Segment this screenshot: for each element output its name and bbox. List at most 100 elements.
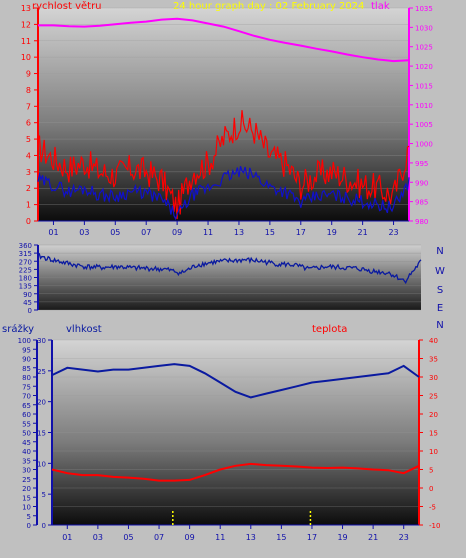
pressure-axis-tick-label: 1020 bbox=[415, 63, 433, 71]
x-axis-tick-label: 11 bbox=[215, 533, 225, 542]
x-axis-tick-label: 17 bbox=[296, 228, 306, 237]
rain-axis-tick-label: 55 bbox=[22, 420, 31, 428]
x-axis-tick-label: 09 bbox=[185, 533, 195, 542]
rain-axis-tick-label: 65 bbox=[22, 402, 31, 410]
direction-axis-tick-label: 90 bbox=[23, 291, 32, 299]
wind-axis-tick-label: 4 bbox=[26, 151, 31, 160]
wind-average-line bbox=[37, 166, 410, 221]
rain-axis-tick-label: 0 bbox=[27, 522, 31, 530]
wind-speed-axis-title: rychlost větru bbox=[32, 0, 102, 12]
wind-axis-tick-label: 9 bbox=[26, 70, 31, 79]
compass-label: S bbox=[437, 285, 443, 296]
rain-axis-tick-label: 10 bbox=[22, 504, 31, 512]
x-axis-tick-label: 21 bbox=[358, 228, 368, 237]
x-axis-tick-label: 15 bbox=[276, 533, 286, 542]
rain-axis-tick-label: 15 bbox=[22, 494, 31, 502]
direction-axis-tick-label: 180 bbox=[19, 275, 32, 283]
direction-axis-tick-label: 225 bbox=[19, 266, 32, 274]
x-axis-tick-label: 05 bbox=[123, 533, 133, 542]
x-axis-tick-label: 03 bbox=[79, 228, 89, 237]
rain-axis-tick-label: 70 bbox=[22, 393, 31, 401]
temperature-axis-tick-label: 15 bbox=[429, 430, 438, 438]
x-axis-tick-label: 19 bbox=[327, 228, 337, 237]
x-axis-tick-label: 13 bbox=[246, 533, 256, 542]
pressure-axis-tick-label: 1015 bbox=[415, 82, 433, 90]
wind-pressure-plot-area bbox=[38, 8, 409, 221]
rain-axis-tick-label: 40 bbox=[22, 448, 31, 456]
direction-axis-tick-label: 45 bbox=[23, 299, 32, 307]
humidity-axis-title: vlhkost bbox=[66, 324, 102, 335]
temperature-axis-tick-label: 10 bbox=[429, 448, 438, 456]
wind-axis-tick-label: 3 bbox=[26, 168, 31, 177]
temperature-axis-tick-label: 30 bbox=[429, 374, 438, 382]
humidity-axis-tick-label: 30 bbox=[37, 337, 46, 345]
rain-axis-tick-label: 45 bbox=[22, 439, 31, 447]
wind-axis-tick-label: 10 bbox=[21, 53, 31, 62]
rain-axis-tick-label: 80 bbox=[22, 374, 31, 382]
temperature-axis-tick-label: 5 bbox=[429, 467, 433, 475]
wind-axis-tick-label: 2 bbox=[26, 184, 31, 193]
pressure-axis-tick-label: 980 bbox=[415, 218, 428, 226]
humidity-axis-tick-label: 10 bbox=[37, 460, 46, 468]
pressure-axis-tick-label: 1030 bbox=[415, 24, 433, 32]
wind-axis-tick-label: 12 bbox=[21, 20, 31, 29]
rain-axis-tick-label: 5 bbox=[27, 513, 31, 521]
compass-label: W bbox=[435, 266, 445, 277]
x-axis-tick-label: 17 bbox=[307, 533, 317, 542]
pressure-axis-tick-label: 1035 bbox=[415, 5, 433, 13]
temperature-axis-tick-label: 20 bbox=[429, 411, 438, 419]
rain-axis-tick-label: 25 bbox=[22, 476, 31, 484]
compass-label: E bbox=[437, 303, 443, 314]
pressure-axis-tick-label: 1005 bbox=[415, 121, 433, 129]
x-axis-tick-label: 15 bbox=[265, 228, 275, 237]
rain-axis-tick-label: 35 bbox=[22, 457, 31, 465]
x-axis-tick-label: 01 bbox=[48, 228, 58, 237]
compass-label: N bbox=[436, 246, 443, 257]
wind-axis-tick-label: 6 bbox=[26, 119, 31, 128]
wind-axis-tick-label: 1 bbox=[26, 201, 31, 210]
direction-axis-tick-label: 360 bbox=[19, 242, 32, 250]
temperature-axis-tick-label: -5 bbox=[429, 504, 436, 512]
rain-axis-title: srážky bbox=[2, 323, 34, 335]
wind-axis-tick-label: 7 bbox=[26, 102, 31, 111]
rain-axis-tick-label: 85 bbox=[22, 365, 31, 373]
wind-axis-tick-label: 13 bbox=[21, 4, 31, 13]
wind-axis-tick-label: 8 bbox=[26, 86, 31, 95]
humidity-axis-tick-label: 20 bbox=[37, 399, 46, 407]
x-axis-tick-label: 21 bbox=[368, 533, 378, 542]
pressure-axis-tick-label: 990 bbox=[415, 179, 428, 187]
temperature-line bbox=[51, 462, 420, 482]
graph-title: 24 hour graph day : 02 February 2024 bbox=[173, 1, 364, 12]
wind-axis-tick-label: 0 bbox=[26, 217, 31, 226]
rain-axis-tick-label: 95 bbox=[22, 346, 31, 354]
temperature-axis-tick-label: 35 bbox=[429, 356, 438, 364]
humidity-axis-tick-label: 25 bbox=[37, 368, 46, 376]
x-axis-tick-label: 23 bbox=[388, 228, 398, 237]
rain-axis-tick-label: 90 bbox=[22, 356, 31, 364]
rain-axis-tick-label: 30 bbox=[22, 467, 31, 475]
temperature-axis-tick-label: 0 bbox=[429, 485, 433, 493]
x-axis-tick-label: 01 bbox=[62, 533, 72, 542]
temperature-axis-tick-label: -10 bbox=[429, 522, 440, 530]
rain-axis-tick-label: 75 bbox=[22, 383, 31, 391]
x-axis-tick-label: 03 bbox=[93, 533, 103, 542]
x-axis-tick-label: 19 bbox=[337, 533, 347, 542]
rain-axis-tick-label: 20 bbox=[22, 485, 31, 493]
compass-label: N bbox=[436, 320, 443, 331]
wind-axis-tick-label: 11 bbox=[21, 37, 31, 46]
x-axis-tick-label: 05 bbox=[110, 228, 120, 237]
x-axis-tick-label: 13 bbox=[234, 228, 244, 237]
pressure-line bbox=[38, 17, 410, 63]
pressure-axis-tick-label: 1025 bbox=[415, 44, 433, 52]
direction-axis-tick-label: 135 bbox=[19, 283, 32, 291]
pressure-axis-tick-label: 1000 bbox=[415, 141, 433, 149]
direction-axis-tick-label: 0 bbox=[28, 307, 32, 315]
x-axis-tick-label: 11 bbox=[203, 228, 213, 237]
wind-axis-tick-label: 5 bbox=[26, 135, 31, 144]
pressure-axis-title: tlak bbox=[371, 1, 390, 12]
humidity-axis-tick-label: 0 bbox=[42, 522, 46, 530]
humidity-axis-tick-label: 5 bbox=[42, 491, 46, 499]
rain-axis-tick-label: 50 bbox=[22, 430, 31, 438]
